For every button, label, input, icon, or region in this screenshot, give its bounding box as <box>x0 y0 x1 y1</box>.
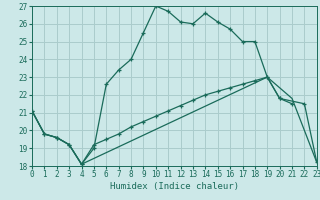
X-axis label: Humidex (Indice chaleur): Humidex (Indice chaleur) <box>110 182 239 191</box>
